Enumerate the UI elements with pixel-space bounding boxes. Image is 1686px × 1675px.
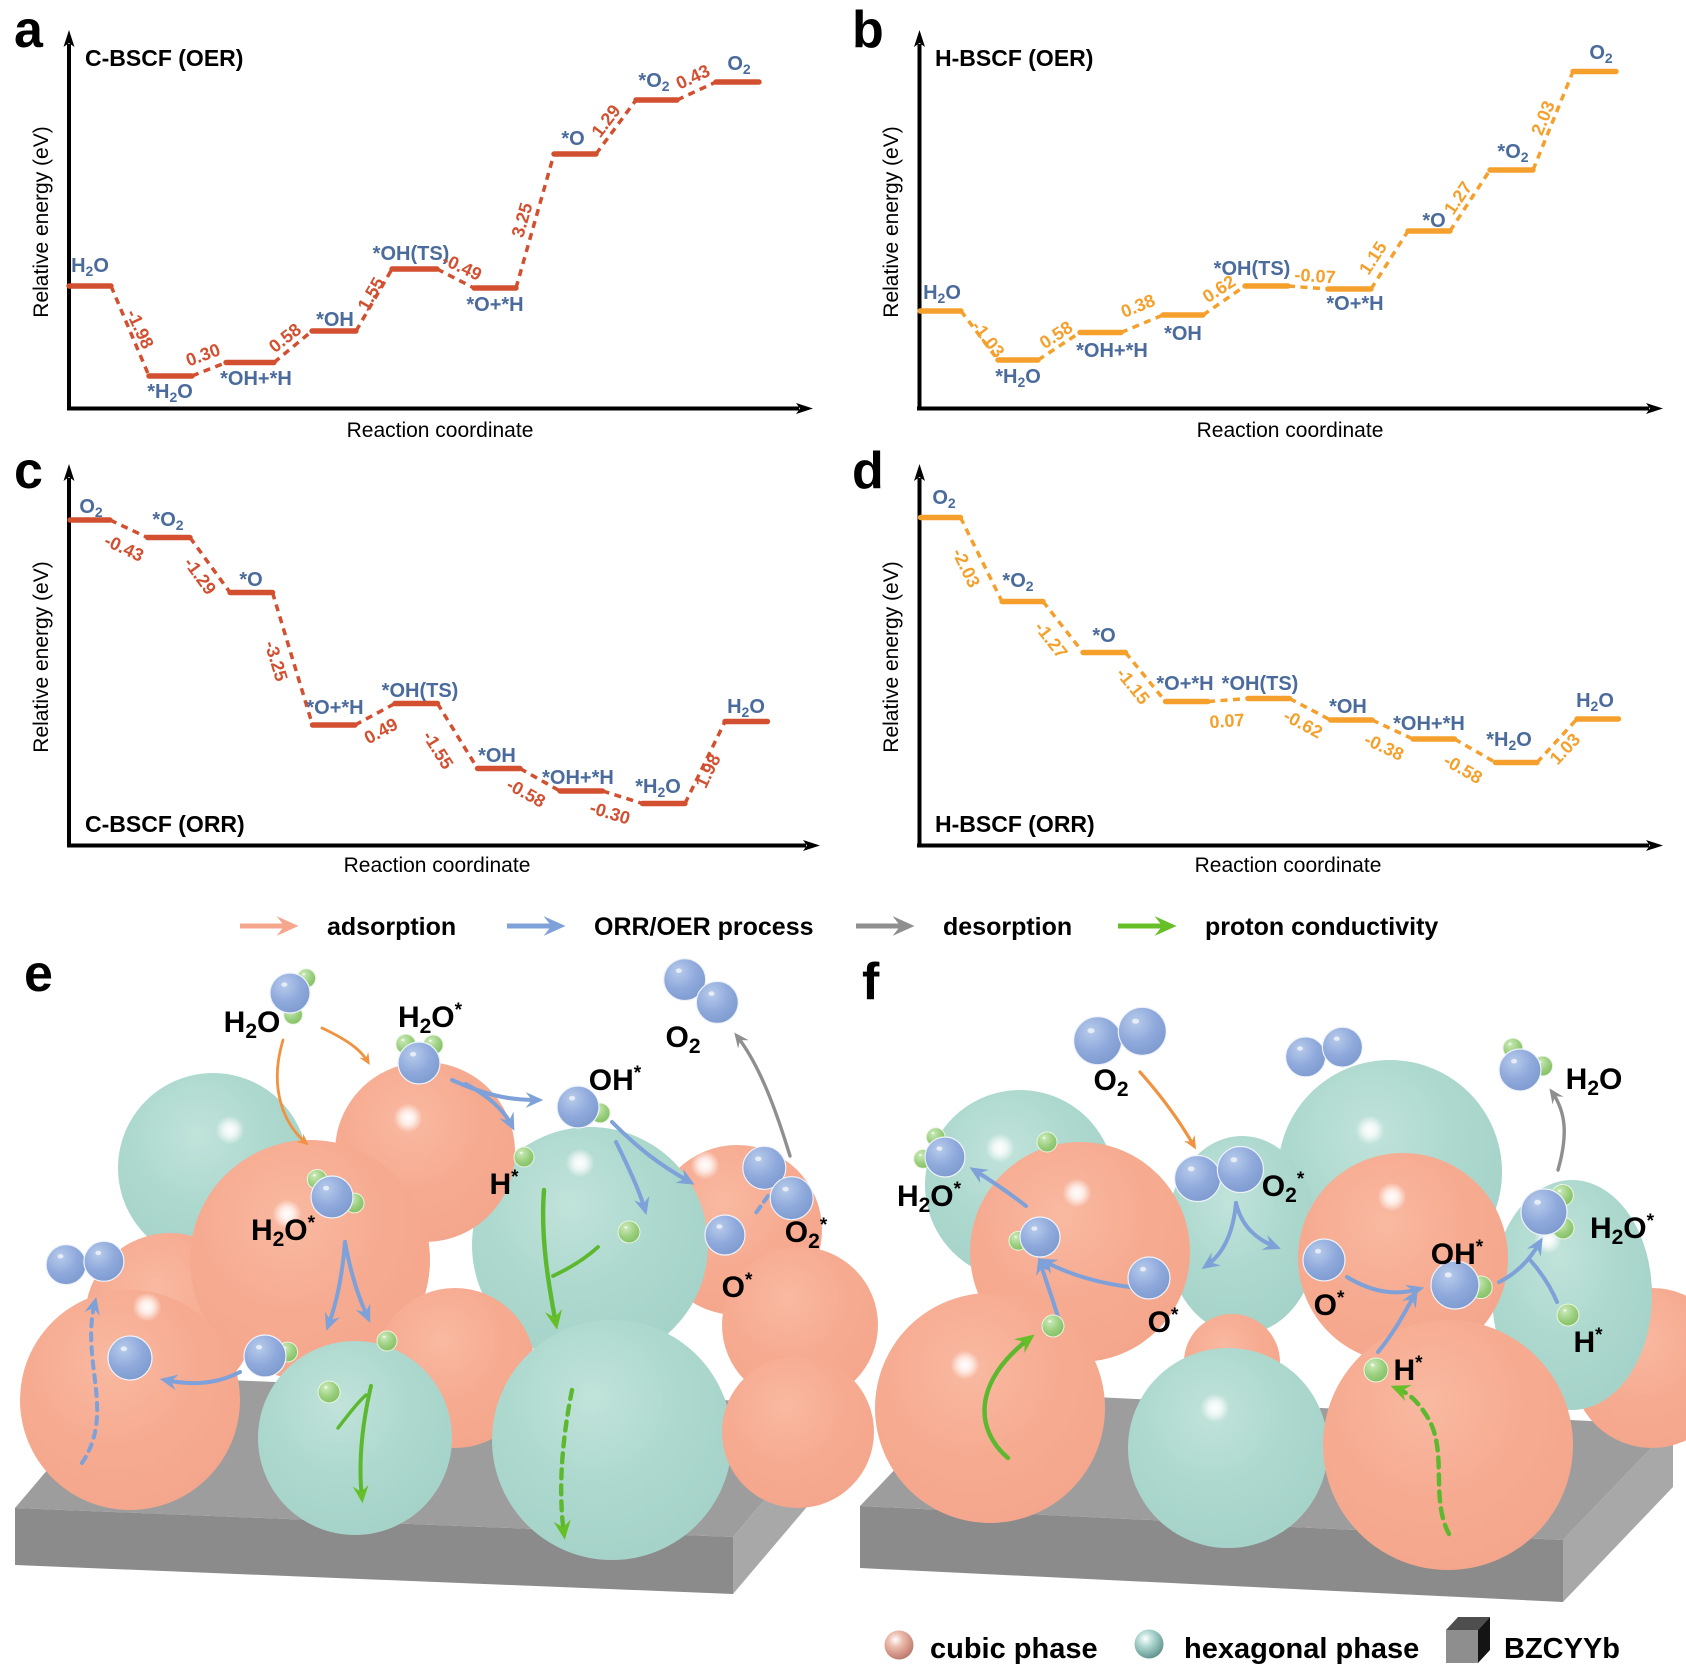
svg-text:Relative energy (eV): Relative energy (eV) [30,126,53,317]
svg-text:cubic phase: cubic phase [930,1633,1098,1665]
svg-text:C-BSCF (OER): C-BSCF (OER) [85,45,243,71]
svg-text:adsorption: adsorption [327,913,456,941]
svg-text:H2​O*​: H2​O*​ [1590,1211,1655,1249]
svg-text:Reaction coordinate: Reaction coordinate [347,419,534,442]
svg-text:O2​: O2​ [932,487,956,511]
svg-text:*OH+*H: *OH+*H [542,767,614,789]
svg-text:c: c [14,442,43,500]
svg-text:*O: *O [1092,625,1115,647]
svg-text:O2​*​: O2​*​ [1262,1169,1305,1207]
svg-text:proton conductivity: proton conductivity [1205,913,1438,941]
svg-text:OH*​: OH*​ [589,1063,642,1097]
svg-text:Relative energy (eV): Relative energy (eV) [880,561,903,752]
svg-text:Reaction coordinate: Reaction coordinate [344,854,531,877]
svg-text:*O+*H: *O+*H [1326,293,1383,315]
svg-text:b: b [852,1,884,59]
svg-text:*O: *O [239,569,262,591]
svg-text:desorption: desorption [943,913,1072,941]
svg-text:H2​O: H2​O [1576,690,1614,714]
svg-text:*O+*H: *O+*H [306,697,363,719]
svg-text:O2​: O2​ [665,1021,700,1058]
svg-text:a: a [14,1,44,59]
svg-text:*OH+*H: *OH+*H [1076,340,1148,362]
svg-text:ORR/OER process: ORR/OER process [594,913,814,941]
svg-text:O2​: O2​ [1093,1064,1128,1101]
svg-text:*O2​: *O2​ [1002,570,1033,594]
svg-text:*OH(TS): *OH(TS) [382,680,459,702]
svg-text:O2​: O2​ [727,53,751,77]
svg-text:H2​O*​: H2​O*​ [398,1000,463,1038]
svg-text:*OH: *OH [1329,696,1367,718]
svg-text:BZCYYb: BZCYYb [1504,1633,1620,1665]
svg-text:*O2​: *O2​ [638,70,669,94]
svg-text:-0.07: -0.07 [1294,265,1336,288]
svg-text:*H2​O: *H2​O [147,381,193,405]
svg-text:O2​: O2​ [79,496,103,520]
svg-text:f: f [862,953,880,1011]
svg-text:H*​: H*​ [1393,1353,1423,1387]
svg-text:e: e [24,945,53,1003]
svg-text:O2​: O2​ [1589,42,1613,66]
svg-text:*O: *O [1422,210,1445,232]
svg-text:H2​O: H2​O [1566,1063,1623,1100]
svg-text:H2​O: H2​O [727,696,765,720]
svg-text:H2​O: H2​O [224,1006,281,1043]
svg-text:*OH+*H: *OH+*H [220,368,292,390]
svg-text:H*​: H*​ [489,1167,519,1201]
svg-text:*H2​O: *H2​O [635,776,681,800]
svg-text:O*​: O*​ [1148,1305,1179,1339]
svg-text:*O+*H: *O+*H [1156,673,1213,695]
svg-text:O*​: O*​ [1314,1288,1345,1322]
svg-text:H2​O*​: H2​O*​ [897,1179,962,1217]
svg-text:*O2​: *O2​ [152,509,183,533]
svg-text:H-BSCF (OER): H-BSCF (OER) [935,45,1093,71]
svg-text:*OH(TS): *OH(TS) [373,243,450,265]
svg-text:Reaction coordinate: Reaction coordinate [1195,854,1382,877]
svg-text:O*​: O*​ [722,1270,753,1304]
svg-text:C-BSCF (ORR): C-BSCF (ORR) [85,811,245,837]
svg-text:*H2​O: *H2​O [995,366,1041,390]
svg-text:H-BSCF (ORR): H-BSCF (ORR) [935,811,1095,837]
svg-text:*O2​: *O2​ [1497,141,1528,165]
svg-text:d: d [852,442,884,500]
svg-text:*OH: *OH [316,309,354,331]
svg-text:*OH: *OH [1164,323,1202,345]
svg-text:H*​: H*​ [1573,1325,1603,1359]
svg-text:*H2​O: *H2​O [1486,729,1532,753]
svg-text:*OH(TS): *OH(TS) [1222,673,1299,695]
svg-text:*O: *O [561,128,584,150]
svg-text:*O+*H: *O+*H [466,294,523,316]
svg-text:Relative energy (eV): Relative energy (eV) [880,126,903,317]
svg-text:Reaction coordinate: Reaction coordinate [1197,419,1384,442]
svg-text:H2​O: H2​O [71,255,109,279]
svg-text:H2​O: H2​O [923,282,961,306]
svg-text:*OH: *OH [478,745,516,767]
svg-text:0.07: 0.07 [1209,710,1245,732]
svg-text:*OH+*H: *OH+*H [1393,713,1465,735]
svg-text:Relative energy (eV): Relative energy (eV) [30,561,53,752]
svg-text:O2​*​: O2​*​ [785,1215,828,1253]
svg-text:*OH(TS): *OH(TS) [1214,258,1291,280]
svg-text:OH*​: OH*​ [1431,1237,1484,1271]
svg-text:H2​O*​: H2​O*​ [251,1213,316,1251]
svg-text:hexagonal phase: hexagonal phase [1184,1633,1419,1665]
